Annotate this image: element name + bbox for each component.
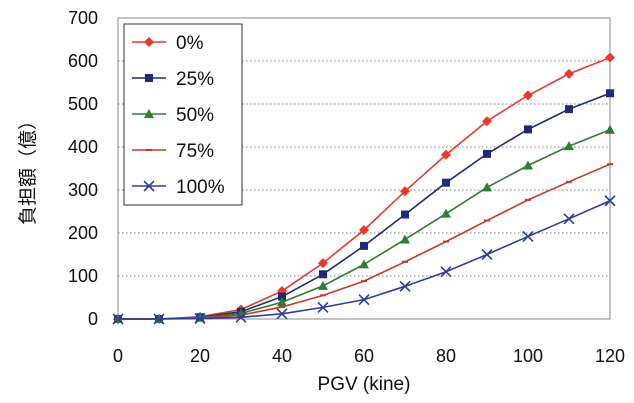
data-point xyxy=(564,68,574,79)
legend-entry: 25% xyxy=(132,69,214,90)
data-point xyxy=(523,90,533,101)
series-100% xyxy=(112,195,616,325)
data-point xyxy=(524,125,532,134)
data-point xyxy=(482,116,492,127)
data-point xyxy=(604,195,616,207)
legend-label: 25% xyxy=(176,69,214,90)
data-point xyxy=(144,109,154,118)
y-tick-label: 300 xyxy=(68,180,98,200)
legend-entry: 50% xyxy=(132,105,214,126)
data-point xyxy=(358,294,370,306)
data-point xyxy=(317,301,329,313)
data-point xyxy=(360,241,368,250)
y-tick-label: 600 xyxy=(68,51,98,71)
data-point xyxy=(277,297,287,307)
data-point xyxy=(563,213,575,225)
data-point xyxy=(400,186,410,197)
data-point xyxy=(522,230,534,243)
x-tick-label: 40 xyxy=(272,346,292,366)
data-point xyxy=(194,313,206,325)
x-tick-label: 80 xyxy=(436,346,456,366)
y-tick-label: 200 xyxy=(68,223,98,243)
legend-label: 50% xyxy=(176,105,214,126)
data-point xyxy=(401,210,409,219)
data-point xyxy=(359,259,369,269)
data-point xyxy=(441,149,451,160)
legend-label: 0% xyxy=(176,33,204,54)
data-point xyxy=(319,270,327,279)
data-point xyxy=(440,266,452,278)
data-point xyxy=(359,224,369,235)
data-point xyxy=(399,280,411,292)
legend-entry: 100% xyxy=(132,177,225,198)
x-axis-title: PGV (kine) xyxy=(318,374,411,395)
series-layer xyxy=(112,52,616,325)
y-tick-label: 400 xyxy=(68,137,98,157)
y-tick-label: 700 xyxy=(68,8,98,28)
data-point xyxy=(235,311,247,323)
x-tick-label: 60 xyxy=(354,346,374,366)
legend-label: 100% xyxy=(176,177,225,198)
legend-label: 75% xyxy=(176,141,214,162)
data-point xyxy=(318,280,328,290)
data-point xyxy=(605,124,615,134)
plot-area-border xyxy=(117,17,611,320)
data-point xyxy=(605,52,615,63)
legend-entry: 0% xyxy=(132,33,204,54)
y-tick-label: 100 xyxy=(68,266,98,286)
data-point xyxy=(143,180,155,192)
data-point xyxy=(482,182,492,192)
data-point xyxy=(276,308,288,320)
data-point xyxy=(441,208,451,218)
data-point xyxy=(523,160,533,170)
data-point xyxy=(442,178,450,187)
data-point xyxy=(400,234,410,244)
data-point xyxy=(145,74,153,82)
data-point xyxy=(565,105,573,114)
data-point xyxy=(481,248,493,261)
data-point xyxy=(144,37,154,47)
data-point xyxy=(483,149,491,158)
data-point xyxy=(278,292,286,301)
y-tick-label: 0 xyxy=(88,309,98,329)
axes: 0 100 200 300 400 500 600 700 0 20 40 60 80 100 120 xyxy=(68,8,625,366)
legend-entry: 75% xyxy=(132,141,214,162)
y-tick-label: 500 xyxy=(68,94,98,114)
data-point xyxy=(112,313,124,325)
data-point xyxy=(606,89,614,98)
x-tick-label: 120 xyxy=(595,346,625,366)
x-tick-label: 20 xyxy=(190,346,210,366)
legend: 0% 25% 50% 75% 100% xyxy=(123,23,243,206)
data-point xyxy=(318,258,328,269)
x-tick-label: 100 xyxy=(513,346,543,366)
data-point xyxy=(564,141,574,151)
x-tick-label: 0 xyxy=(113,346,123,366)
data-point xyxy=(153,313,165,325)
y-axis-title: 負担額（億） xyxy=(17,111,39,225)
